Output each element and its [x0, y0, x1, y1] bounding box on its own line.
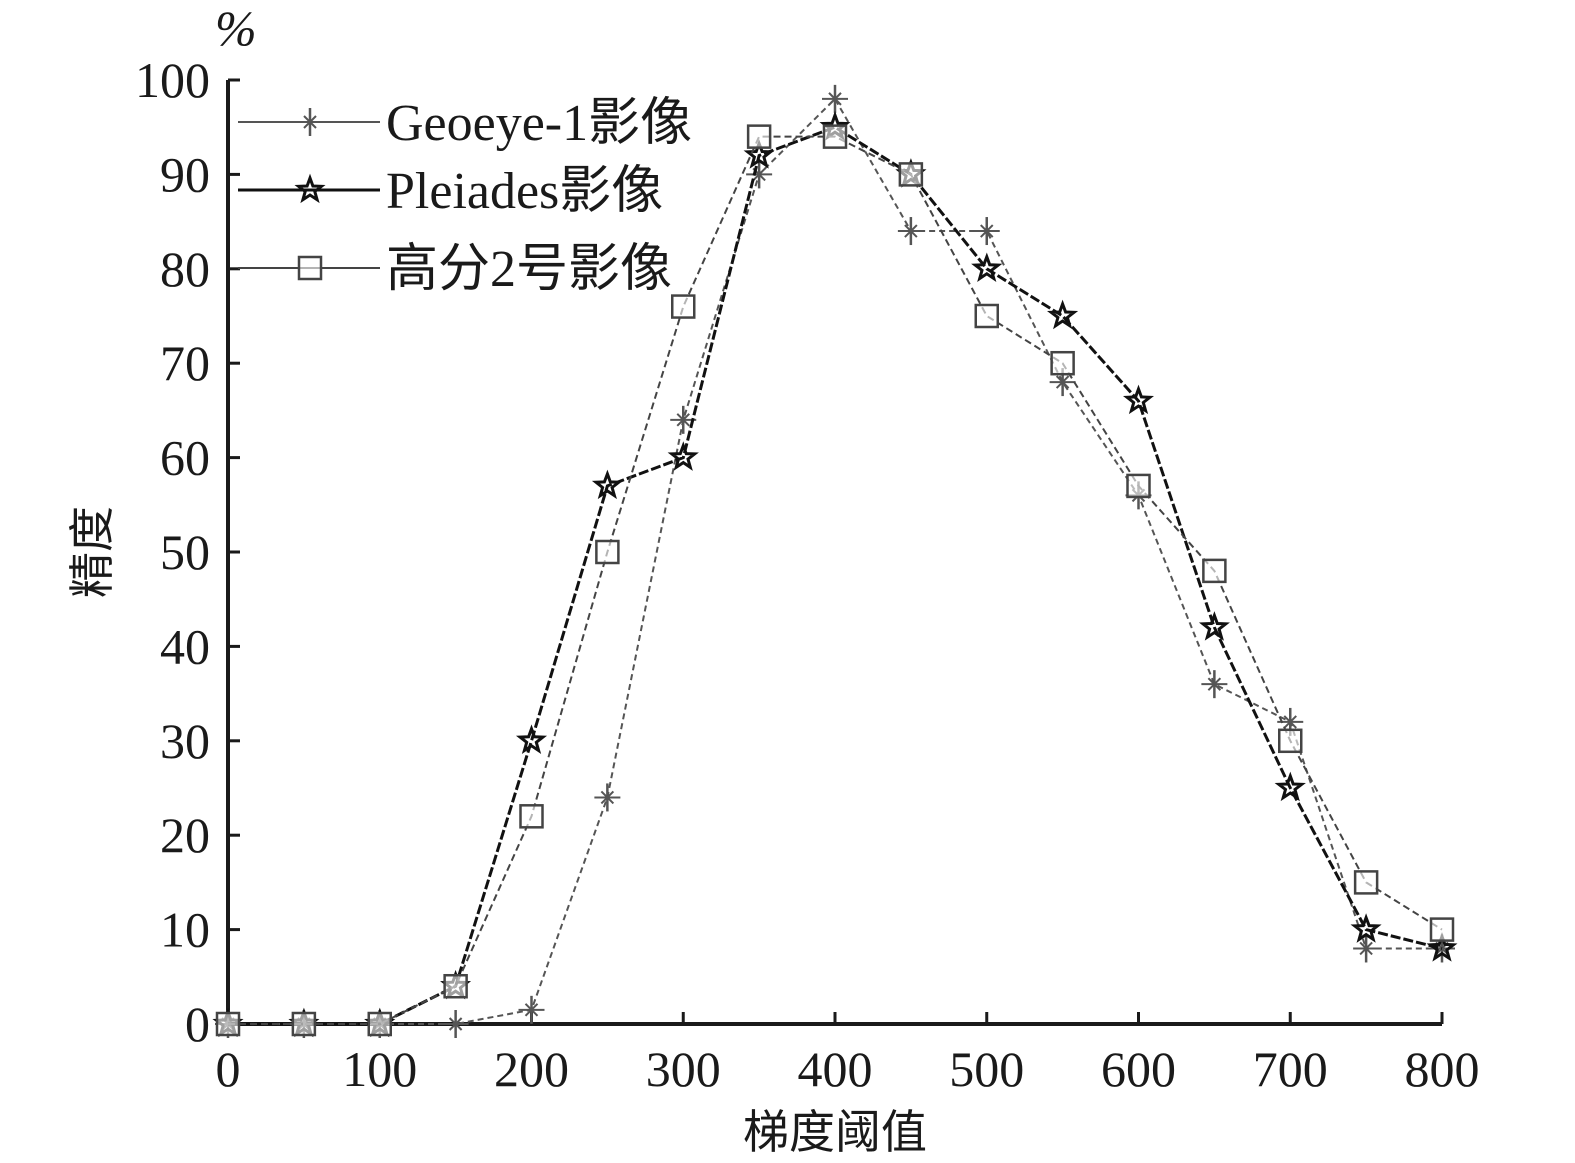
data-point-marker: [1126, 473, 1151, 499]
legend-label: Pleiades影像: [386, 163, 663, 220]
data-point-marker: [1047, 299, 1079, 330]
series-layer: [212, 84, 1458, 1038]
x-tick-label: 300: [646, 1041, 721, 1097]
data-point-marker: [971, 252, 1003, 283]
legend-item-2: Pleiades影像: [238, 163, 663, 220]
legend-square-icon: [297, 255, 323, 281]
data-point-marker: [1350, 913, 1382, 943]
legend-label: 高分2号影像: [386, 241, 672, 298]
legend-item-3: 高分2号影像: [238, 241, 672, 298]
x-tick-label: 100: [342, 1041, 417, 1097]
y-tick-label: 100: [135, 52, 210, 108]
x-tick-label: 700: [1253, 1041, 1328, 1097]
data-point-marker: [974, 303, 999, 329]
data-point-marker: [1278, 728, 1303, 754]
data-point-marker: [1429, 917, 1455, 942]
y-tick-label: 40: [160, 618, 210, 674]
data-point-marker: [515, 724, 548, 754]
data-point-marker: [1353, 934, 1380, 963]
data-point-marker: [1274, 771, 1306, 802]
data-point-marker: [898, 162, 924, 187]
y-tick-label: 90: [160, 146, 210, 202]
data-point-marker: [667, 441, 699, 471]
data-point-marker: [594, 783, 621, 812]
legend-item-1: Geoeye-1影像: [238, 95, 692, 152]
y-tick-label: 20: [160, 807, 210, 863]
x-tick-label: 500: [949, 1041, 1024, 1097]
data-point-marker: [595, 539, 620, 565]
y-tick-label: 70: [160, 335, 210, 391]
data-point-marker: [591, 469, 623, 500]
data-point-marker: [443, 973, 468, 999]
series-line: [228, 125, 1443, 1026]
data-point-marker: [519, 804, 544, 829]
data-point-marker: [1198, 611, 1230, 641]
data-point-marker: [215, 1011, 241, 1037]
data-point-marker: [367, 1011, 392, 1037]
legend-asterisk-icon: [297, 108, 323, 136]
data-point-marker: [1050, 350, 1075, 376]
axes: 0 10 20 30 40 50 60 70 80 90 100 0 100 200 300 400 500 60…: [135, 52, 1480, 1097]
data-point-marker: [897, 217, 924, 246]
x-tick-label: 600: [1101, 1041, 1176, 1097]
x-tick-label: 0: [216, 1041, 241, 1097]
legend-label: Geoeye-1影像: [386, 95, 692, 152]
data-point-marker: [1123, 384, 1154, 415]
y-tick-label: 50: [160, 524, 210, 580]
y-tick-label: 80: [160, 241, 210, 297]
series-3: [215, 124, 1455, 1037]
y-tick-label: 60: [160, 430, 210, 486]
data-point-marker: [518, 995, 545, 1024]
series-1: [215, 84, 1455, 1038]
data-point-marker: [1353, 870, 1379, 895]
data-point-marker: [822, 124, 848, 149]
data-point-marker: [442, 1010, 469, 1038]
y-tick-label: 0: [185, 996, 210, 1052]
series-line: [228, 97, 1442, 1025]
data-point-marker: [1426, 932, 1458, 962]
data-point-marker: [973, 217, 1000, 246]
data-point-marker: [671, 294, 696, 319]
x-tick-label: 800: [1405, 1041, 1480, 1097]
x-tick-label: 400: [798, 1041, 873, 1097]
y-tick-label: 30: [160, 713, 210, 769]
data-point-marker: [746, 124, 772, 149]
legend-star-icon: [294, 173, 326, 204]
data-point-marker: [291, 1011, 317, 1037]
x-axis-title: 梯度阈值: [743, 1105, 927, 1159]
y-unit-label: %: [215, 0, 257, 56]
data-point-marker: [1201, 670, 1228, 699]
y-axis-title: 精度: [65, 506, 119, 598]
data-point-marker: [743, 139, 775, 169]
y-tick-label: 10: [160, 902, 210, 958]
data-point-marker: [822, 84, 848, 113]
x-tick-label: 200: [494, 1041, 569, 1097]
data-point-marker: [1202, 558, 1227, 584]
